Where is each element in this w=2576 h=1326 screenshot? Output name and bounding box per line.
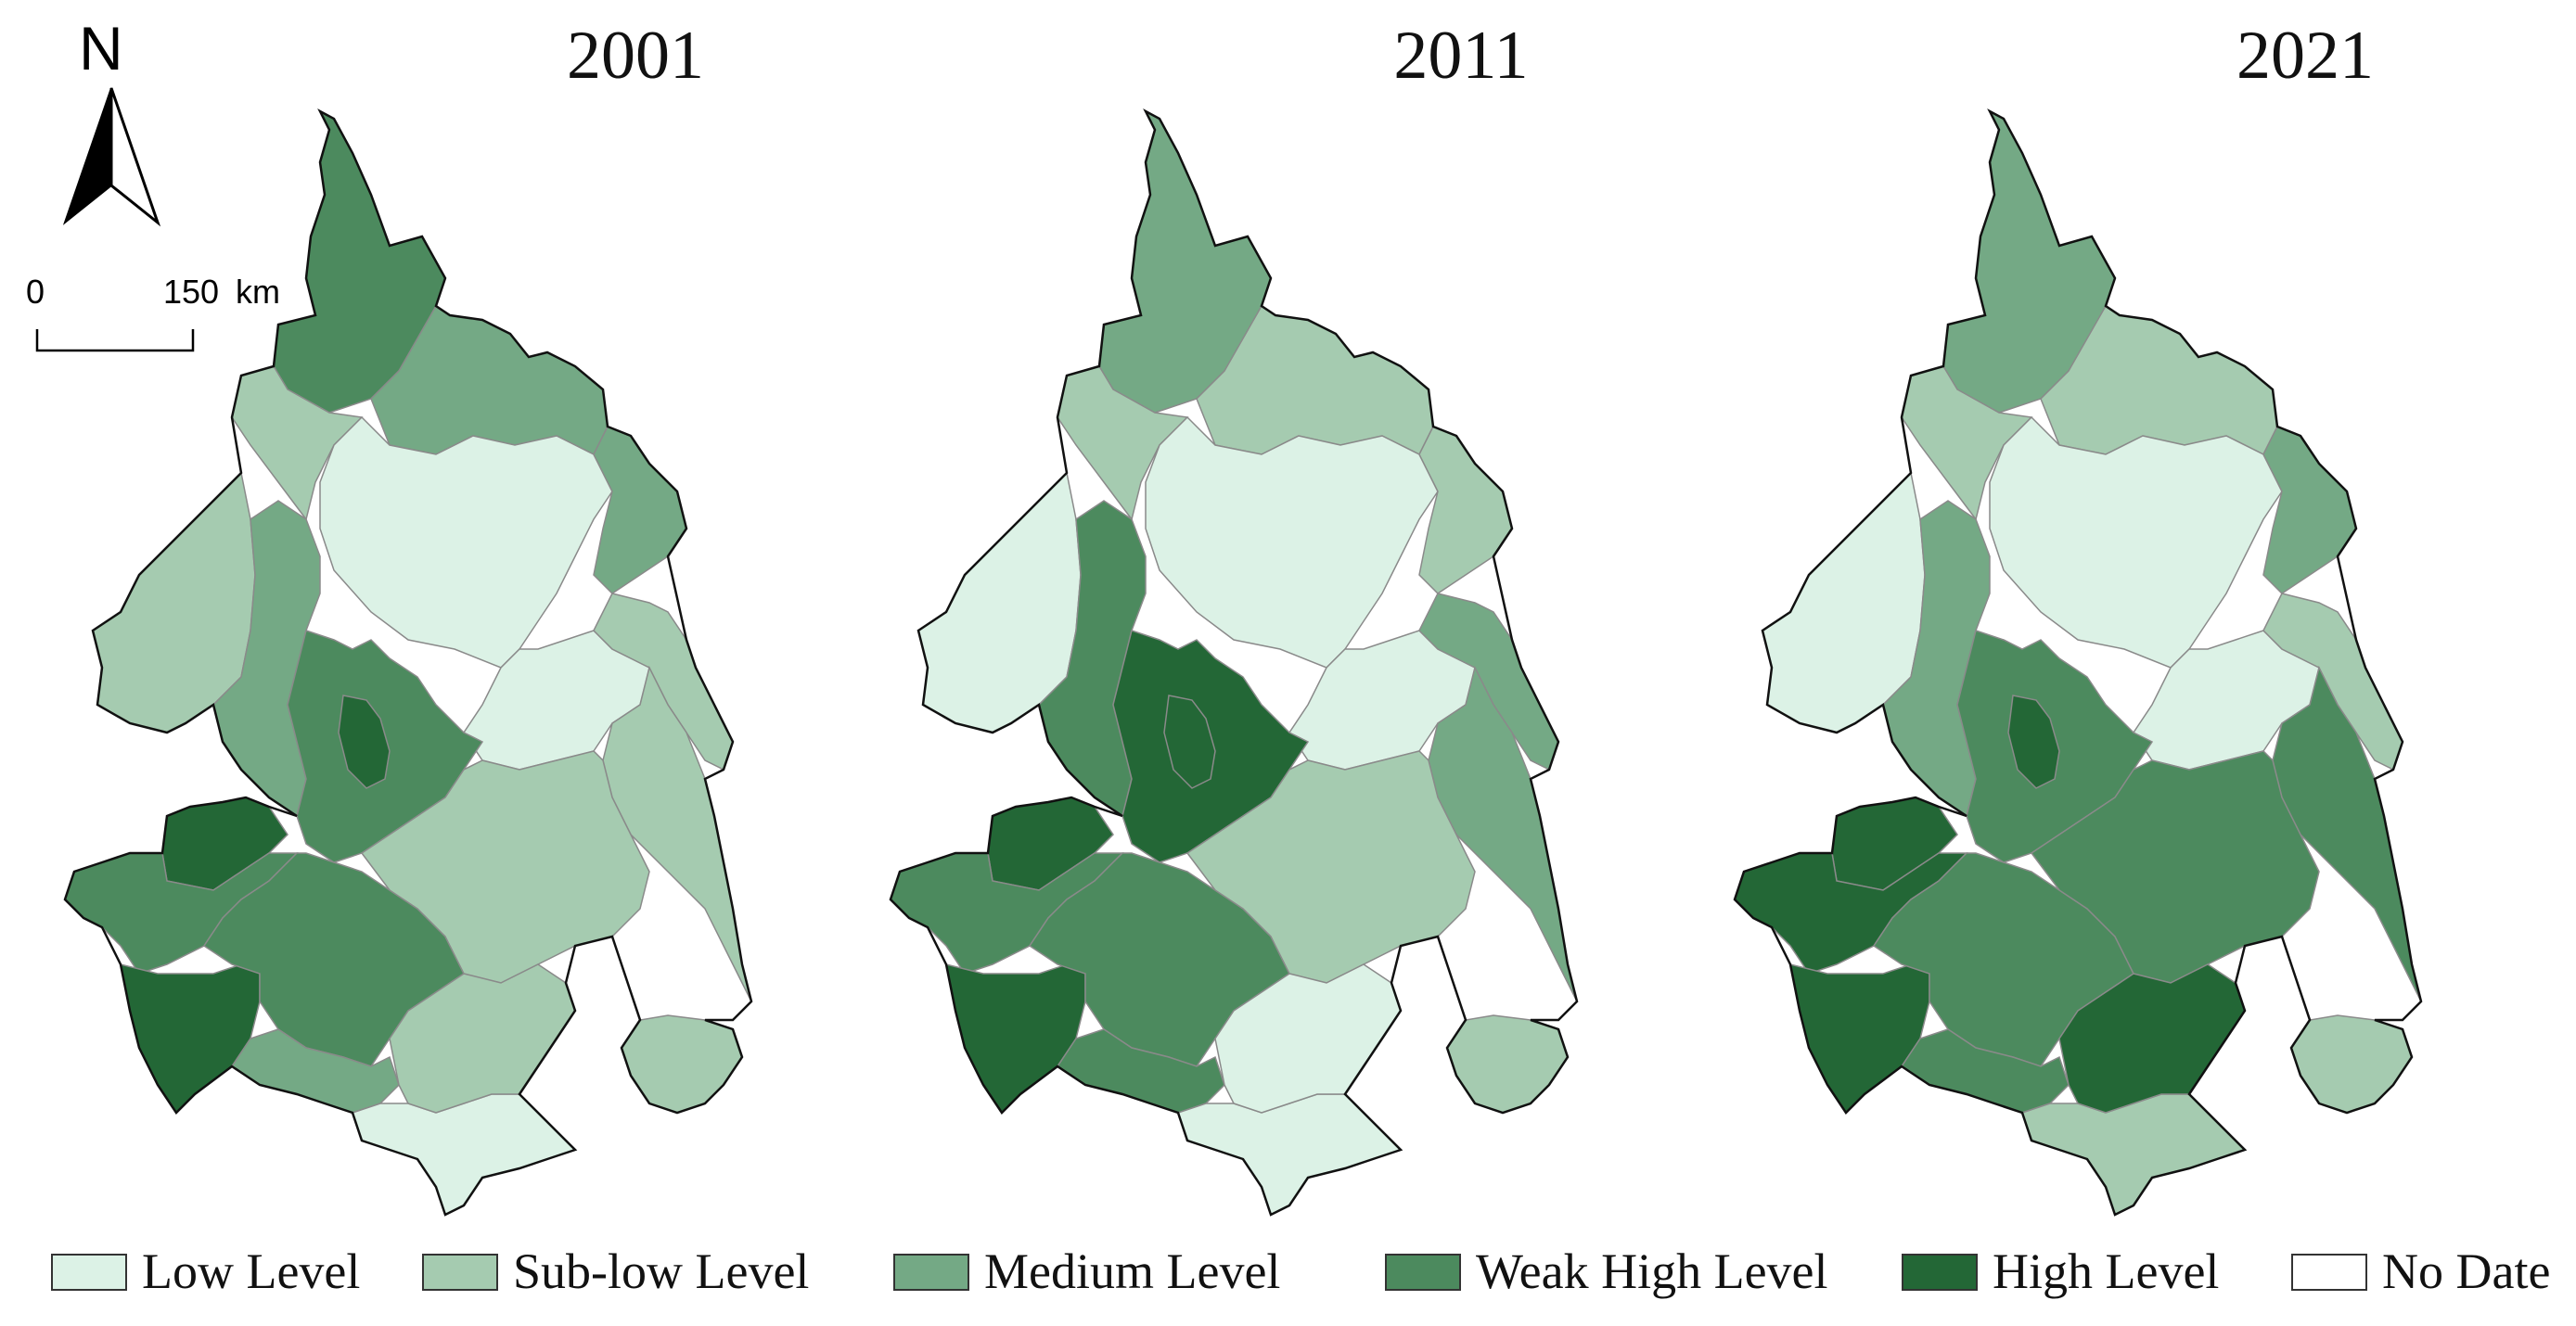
region-southeast_blob [2290, 1014, 2413, 1114]
map-title-2001: 2001 [567, 18, 704, 94]
legend-label-high: High Level [1993, 1243, 2220, 1299]
scale-bar [35, 329, 195, 352]
region-southeast_inner [389, 963, 576, 1114]
region-boundary [63, 108, 753, 1217]
legend-swatch-sublow [422, 1254, 498, 1291]
region-core_city [2007, 695, 2060, 789]
region-boundary [1733, 108, 2423, 1217]
legend-label-sublow: Sub-low Level [513, 1243, 810, 1299]
region-east_edge [2272, 665, 2422, 1002]
region-north_center [1989, 415, 2283, 669]
region-south_tip [1177, 1093, 1403, 1217]
region-core_city [1163, 695, 1216, 789]
north-label: N [79, 14, 123, 83]
map-2011 [889, 108, 1579, 1217]
scale-unit-label: km [236, 273, 280, 311]
region-north_center [319, 415, 613, 669]
map-2001 [63, 108, 753, 1217]
region-south_tip [2021, 1093, 2247, 1217]
legend-swatch-low [51, 1254, 127, 1291]
region-southwest_bottom [120, 963, 261, 1115]
legend-swatch-high [1902, 1254, 1978, 1291]
region-south_tip [352, 1093, 577, 1217]
region-southeast_inner [2058, 963, 2246, 1114]
region-core_city [338, 695, 391, 789]
legend-label-nodata: No Date [2382, 1243, 2551, 1299]
region-east_edge [602, 665, 752, 1002]
map-title-2011: 2011 [1393, 18, 1529, 94]
region-southwest_bottom [945, 963, 1086, 1115]
region-southeast_blob [621, 1014, 743, 1114]
legend-label-weakhigh: Weak High Level [1476, 1243, 1828, 1299]
region-north_center [1145, 415, 1439, 669]
scale-end-label: 150 [163, 273, 220, 311]
legend-swatch-medium [893, 1254, 969, 1291]
legend-label-medium: Medium Level [984, 1243, 1281, 1299]
legend-label-low: Low Level [142, 1243, 361, 1299]
region-southeast_blob [1446, 1014, 1569, 1114]
legend-swatch-nodata [2291, 1254, 2367, 1291]
region-boundary [889, 108, 1579, 1217]
scale-start-label: 0 [26, 273, 45, 311]
map-title-2021: 2021 [2236, 18, 2374, 94]
legend: Low Level Sub-low Level Medium Level Wea… [51, 1243, 2556, 1307]
north-arrow-icon [62, 87, 161, 227]
map-2021 [1733, 108, 2423, 1217]
region-southeast_inner [1214, 963, 1402, 1114]
legend-swatch-weakhigh [1385, 1254, 1461, 1291]
region-east_edge [1428, 665, 1578, 1002]
region-southwest_bottom [1789, 963, 1930, 1115]
